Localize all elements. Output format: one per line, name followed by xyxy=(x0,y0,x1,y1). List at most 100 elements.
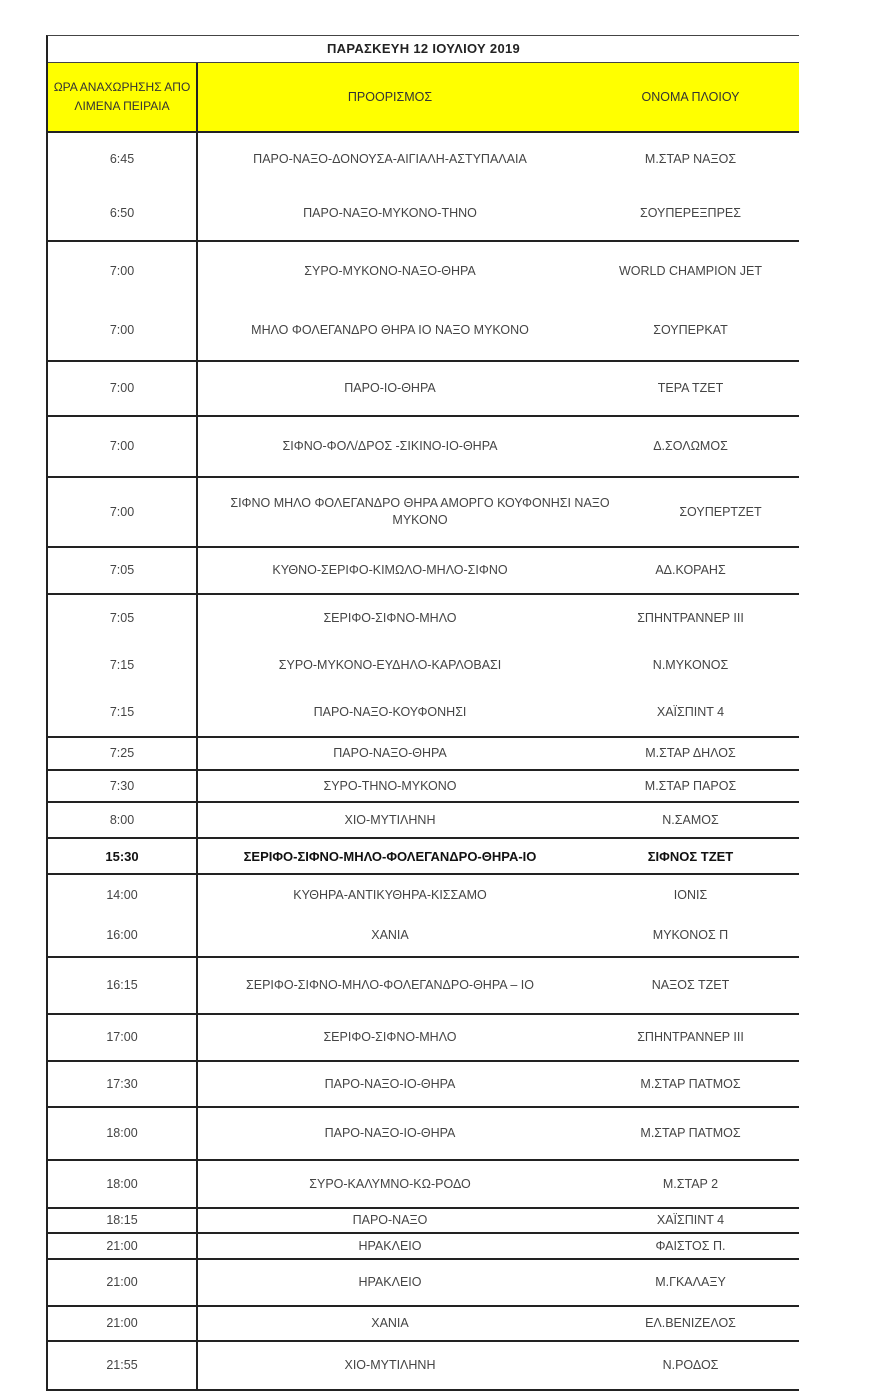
destination: ΗΡΑΚΛΕΙΟ xyxy=(358,1238,422,1253)
departure-time: 7:00 xyxy=(109,264,135,278)
ship-name: Ν.ΜΥΚΟΝΟΣ xyxy=(652,658,729,672)
destination: ΚΥΘΝΟ-ΣΕΡΙΦΟ-ΚΙΜΩΛΟ-ΜΗΛΟ-ΣΙΦΝΟ xyxy=(272,563,508,577)
table-row: 7:00 ΣΙΦΝΟ ΜΗΛΟ ΦΟΛΕΓΑΝΔΡΟ ΘΗΡΑ ΑΜΟΡΓΟ ΚΟ… xyxy=(48,495,799,529)
destination: ΣΕΡΙΦΟ-ΣΙΦΝΟ-ΜΗΛΟ-ΦΟΛΕΓΑΝΔΡΟ-ΘΗΡΑ-ΙΟ xyxy=(243,848,537,864)
departure-time: 7:15 xyxy=(109,705,135,719)
departure-time: 21:00 xyxy=(106,1238,138,1253)
schedule-group: 21:55 ΧΙΟ-ΜΥΤΙΛΗΝΗ Ν.ΡΟΔΟΣ xyxy=(48,1342,799,1391)
ship-name: ΧΑΪΣΠΙΝΤ 4 xyxy=(656,1213,725,1227)
table-row: 18:15 ΠΑΡΟ-ΝΑΞΟ ΧΑΪΣΠΙΝΤ 4 xyxy=(48,1212,799,1229)
table-row: 21:00 ΧΑΝΙΑ ΕΛ.ΒΕΝΙΖΕΛΟΣ xyxy=(48,1315,799,1332)
schedule-group: 18:15 ΠΑΡΟ-ΝΑΞΟ ΧΑΪΣΠΙΝΤ 4 xyxy=(48,1209,799,1234)
departure-time: 17:00 xyxy=(106,1030,138,1044)
departure-time: 6:50 xyxy=(109,205,135,220)
schedule-group: 15:30 ΣΕΡΙΦΟ-ΣΙΦΝΟ-ΜΗΛΟ-ΦΟΛΕΓΑΝΔΡΟ-ΘΗΡΑ-Ι… xyxy=(48,839,799,875)
ship-name: Μ.ΣΤΑΡ 2 xyxy=(662,1176,719,1191)
departure-time: 7:00 xyxy=(109,381,135,395)
destination: ΧΙΟ-ΜΥΤΙΛΗΝΗ xyxy=(344,1358,436,1372)
schedule-group: 21:00 ΧΑΝΙΑ ΕΛ.ΒΕΝΙΖΕΛΟΣ xyxy=(48,1307,799,1342)
schedule-group: 7:00 ΣΙΦΝΟ-ΦΟΛ/ΔΡΟΣ -ΣΙΚΙΝΟ-ΙΟ-ΘΗΡΑ Δ.ΣΟΛΩ… xyxy=(48,417,799,478)
departure-time: 21:00 xyxy=(106,1316,138,1330)
destination: ΠΑΡΟ-ΝΑΞΟ-ΙΟ-ΘΗΡΑ xyxy=(324,1076,456,1091)
departure-time: 7:15 xyxy=(109,658,135,672)
table-row: 8:00 ΧΙΟ-ΜΥΤΙΛΗΝΗ Ν.ΣΑΜΟΣ xyxy=(48,812,799,829)
schedule-group: 21:00 ΗΡΑΚΛΕΙΟ ΦΑΙΣΤΟΣ Π. xyxy=(48,1234,799,1260)
schedule-group: 7:00 ΣΙΦΝΟ ΜΗΛΟ ΦΟΛΕΓΑΝΔΡΟ ΘΗΡΑ ΑΜΟΡΓΟ ΚΟ… xyxy=(48,478,799,548)
destination: ΧΑΝΙΑ xyxy=(371,928,409,943)
table-row: 16:00 ΧΑΝΙΑ ΜΥΚΟΝΟΣ Π xyxy=(48,927,799,944)
schedule-group: 7:00 ΠΑΡΟ-ΙΟ-ΘΗΡΑ ΤΕΡΑ ΤΖΕΤ xyxy=(48,362,799,417)
destination: ΠΑΡΟ-ΝΑΞΟ xyxy=(352,1213,428,1227)
destination: ΣΥΡΟ-ΜΥΚΟΝΟ-ΝΑΞΟ-ΘΗΡΑ xyxy=(304,264,476,278)
table-row: 7:25 ΠΑΡΟ-ΝΑΞΟ-ΘΗΡΑ Μ.ΣΤΑΡ ΔΗΛΟΣ xyxy=(48,745,799,762)
schedule-group: 7:05 ΣΕΡΙΦΟ-ΣΙΦΝΟ-ΜΗΛΟ ΣΠΗΝΤΡΑΝΝΕΡ ΙΙΙ 7:15… xyxy=(48,595,799,738)
schedule-group: 17:00 ΣΕΡΙΦΟ-ΣΙΦΝΟ-ΜΗΛΟ ΣΠΗΝΤΡΑΝΝΕΡ ΙΙΙ xyxy=(48,1015,799,1062)
table-row: 7:05 ΣΕΡΙΦΟ-ΣΙΦΝΟ-ΜΗΛΟ ΣΠΗΝΤΡΑΝΝΕΡ ΙΙΙ xyxy=(48,610,799,627)
ship-name: Ν.ΡΟΔΟΣ xyxy=(662,1358,719,1372)
departure-time: 16:00 xyxy=(106,928,138,943)
ship-name: ΣΙΦΝΟΣ ΤΖΕΤ xyxy=(647,848,734,864)
destination: ΜΗΛΟ ΦΟΛΕΓΑΝΔΡΟ ΘΗΡΑ ΙΟ ΝΑΞΟ ΜΥΚΟΝΟ xyxy=(251,323,529,337)
table-row: 7:00 ΜΗΛΟ ΦΟΛΕΓΑΝΔΡΟ ΘΗΡΑ ΙΟ ΝΑΞΟ ΜΥΚΟΝΟ Σ… xyxy=(48,322,799,339)
ship-name: Μ.ΓΚΑΛΑΞΥ xyxy=(655,1275,726,1289)
table-row: 18:00 ΣΥΡΟ-ΚΑΛΥΜΝΟ-ΚΩ-ΡΟΔΟ Μ.ΣΤΑΡ 2 xyxy=(48,1176,799,1193)
ship-name: Ν.ΣΑΜΟΣ xyxy=(662,812,719,827)
table-row: 21:00 ΗΡΑΚΛΕΙΟ ΦΑΙΣΤΟΣ Π. xyxy=(48,1238,799,1255)
table-row: 7:30 ΣΥΡΟ-ΤΗΝΟ-ΜΥΚΟΝΟ Μ.ΣΤΑΡ ΠΑΡΟΣ xyxy=(48,778,799,795)
ship-name: WORLD CHAMPION JET xyxy=(618,264,763,278)
departure-time: 15:30 xyxy=(105,848,139,864)
table-row: 6:45 ΠΑΡΟ-ΝΑΞΟ-ΔΟΝΟΥΣΑ-ΑΙΓΙΑΛΗ-ΑΣΤΥΠΑΛΑΙΑ… xyxy=(48,151,799,168)
table-row: 21:00 ΗΡΑΚΛΕΙΟ Μ.ΓΚΑΛΑΞΥ xyxy=(48,1274,799,1291)
schedule-group: 18:00 ΣΥΡΟ-ΚΑΛΥΜΝΟ-ΚΩ-ΡΟΔΟ Μ.ΣΤΑΡ 2 xyxy=(48,1161,799,1209)
table-row: 17:00 ΣΕΡΙΦΟ-ΣΙΦΝΟ-ΜΗΛΟ ΣΠΗΝΤΡΑΝΝΕΡ ΙΙΙ xyxy=(48,1029,799,1046)
destination: ΠΑΡΟ-ΝΑΞΟ-ΘΗΡΑ xyxy=(333,746,447,760)
header-departure-time: ΩΡΑ ΑΝΑΧΩΡΗΣΗΣ ΑΠΟ ΛΙΜΕΝΑ ΠΕΙΡΑΙΑ xyxy=(48,63,198,131)
schedule-group: 17:30 ΠΑΡΟ-ΝΑΞΟ-ΙΟ-ΘΗΡΑ Μ.ΣΤΑΡ ΠΑΤΜΟΣ xyxy=(48,1062,799,1108)
destination: ΣΥΡΟ-ΚΑΛΥΜΝΟ-ΚΩ-ΡΟΔΟ xyxy=(309,1176,471,1191)
ship-name: ΙΟΝΙΣ xyxy=(673,887,708,902)
departure-time: 21:55 xyxy=(106,1358,138,1372)
destination: ΣΥΡΟ-ΤΗΝΟ-ΜΥΚΟΝΟ xyxy=(323,778,457,793)
ferry-schedule-table: ΠΑΡΑΣΚΕΥΗ 12 ΙΟΥΛΙΟΥ 2019 ΩΡΑ ΑΝΑΧΩΡΗΣΗΣ… xyxy=(46,35,799,1391)
header-destination: ΠΡΟΟΡΙΣΜΟΣ xyxy=(347,90,433,104)
ship-name: Μ.ΣΤΑΡ ΝΑΞΟΣ xyxy=(644,152,737,167)
destination: ΠΑΡΟ-ΝΑΞΟ-ΚΟΥΦΟΝΗΣΙ xyxy=(313,705,467,719)
table-row: 16:15 ΣΕΡΙΦΟ-ΣΙΦΝΟ-ΜΗΛΟ-ΦΟΛΕΓΑΝΔΡΟ-ΘΗΡΑ –… xyxy=(48,977,799,994)
departure-time: 7:25 xyxy=(109,746,135,760)
departure-time: 14:00 xyxy=(106,887,138,902)
destination: ΚΥΘΗΡΑ-ΑΝΤΙΚΥΘΗΡΑ-ΚΙΣΣΑΜΟ xyxy=(293,887,487,902)
ship-name: ΦΑΙΣΤΟΣ Π. xyxy=(655,1238,726,1253)
departure-time: 18:15 xyxy=(106,1213,138,1227)
ship-name: ΑΔ.ΚΟΡΑΗΣ xyxy=(655,563,726,577)
schedule-group: 8:00 ΧΙΟ-ΜΥΤΙΛΗΝΗ Ν.ΣΑΜΟΣ xyxy=(48,803,799,839)
ship-name: ΣΠΗΝΤΡΑΝΝΕΡ ΙΙΙ xyxy=(637,1030,744,1044)
ship-name: ΕΛ.ΒΕΝΙΖΕΛΟΣ xyxy=(645,1316,736,1330)
departure-time: 7:00 xyxy=(109,323,135,337)
destination: ΧΙΟ-ΜΥΤΙΛΗΝΗ xyxy=(344,812,436,827)
destination: ΣΕΡΙΦΟ-ΣΙΦΝΟ-ΜΗΛΟ xyxy=(323,1030,457,1044)
ship-name: Μ.ΣΤΑΡ ΠΑΤΜΟΣ xyxy=(640,1076,741,1091)
destination: ΣΙΦΝΟ-ΦΟΛ/ΔΡΟΣ -ΣΙΚΙΝΟ-ΙΟ-ΘΗΡΑ xyxy=(282,439,498,453)
destination: ΠΑΡΟ-ΙΟ-ΘΗΡΑ xyxy=(344,381,436,395)
departure-time: 7:05 xyxy=(109,563,135,577)
schedule-group: 21:00 ΗΡΑΚΛΕΙΟ Μ.ΓΚΑΛΑΞΥ xyxy=(48,1260,799,1307)
departure-time: 7:05 xyxy=(109,611,135,625)
destination: ΣΕΡΙΦΟ-ΣΙΦΝΟ-ΜΗΛΟ xyxy=(323,611,457,625)
ship-name: Μ.ΣΤΑΡ ΠΑΤΜΟΣ xyxy=(640,1126,741,1140)
departure-time: 7:00 xyxy=(109,504,135,519)
departure-time: 18:00 xyxy=(106,1126,138,1140)
table-body: 6:45 ΠΑΡΟ-ΝΑΞΟ-ΔΟΝΟΥΣΑ-ΑΙΓΙΑΛΗ-ΑΣΤΥΠΑΛΑΙΑ… xyxy=(48,133,799,1391)
destination: ΠΑΡΟ-ΝΑΞΟ-ΜΥΚΟΝΟ-ΤΗΝΟ xyxy=(303,205,477,220)
ship-name: ΜΥΚΟΝΟΣ Π xyxy=(652,928,729,943)
ship-name: Μ.ΣΤΑΡ ΠΑΡΟΣ xyxy=(644,778,737,793)
departure-time: 17:30 xyxy=(106,1076,138,1091)
table-row: 7:00 ΠΑΡΟ-ΙΟ-ΘΗΡΑ ΤΕΡΑ ΤΖΕΤ xyxy=(48,380,799,397)
schedule-group: 7:30 ΣΥΡΟ-ΤΗΝΟ-ΜΥΚΟΝΟ Μ.ΣΤΑΡ ΠΑΡΟΣ xyxy=(48,771,799,803)
destination: ΧΑΝΙΑ xyxy=(371,1316,409,1330)
table-header: ΩΡΑ ΑΝΑΧΩΡΗΣΗΣ ΑΠΟ ΛΙΜΕΝΑ ΠΕΙΡΑΙΑ ΠΡΟΟΡΙ… xyxy=(48,63,799,133)
table-row: 7:15 ΠΑΡΟ-ΝΑΞΟ-ΚΟΥΦΟΝΗΣΙ ΧΑΪΣΠΙΝΤ 4 xyxy=(48,704,799,721)
destination: ΣΕΡΙΦΟ-ΣΙΦΝΟ-ΜΗΛΟ-ΦΟΛΕΓΑΝΔΡΟ-ΘΗΡΑ – ΙΟ xyxy=(246,978,534,992)
table-row: 14:00 ΚΥΘΗΡΑ-ΑΝΤΙΚΥΘΗΡΑ-ΚΙΣΣΑΜΟ ΙΟΝΙΣ xyxy=(48,887,799,904)
schedule-group: 6:45 ΠΑΡΟ-ΝΑΞΟ-ΔΟΝΟΥΣΑ-ΑΙΓΙΑΛΗ-ΑΣΤΥΠΑΛΑΙΑ… xyxy=(48,133,799,242)
destination: ΠΑΡΟ-ΝΑΞΟ-ΙΟ-ΘΗΡΑ xyxy=(324,1126,456,1140)
